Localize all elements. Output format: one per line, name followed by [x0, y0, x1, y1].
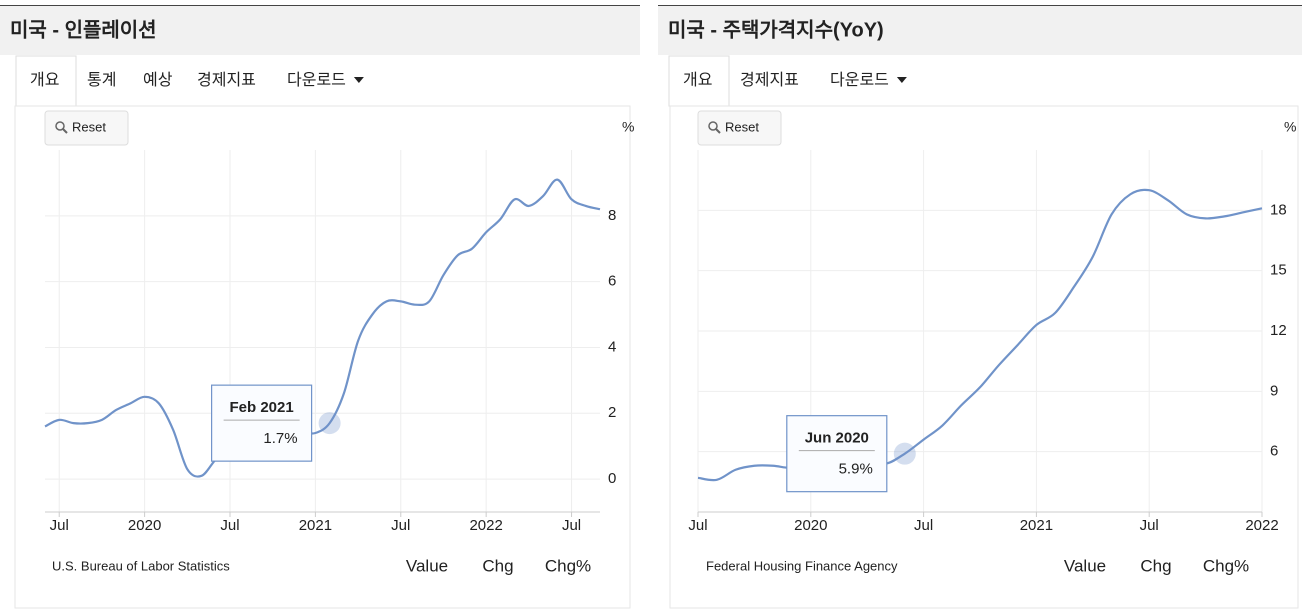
mode-button[interactable]: Value: [406, 556, 448, 575]
dropdown-arrow: [896, 77, 907, 83]
chart-frame: [669, 105, 1299, 609]
x-tick-label: Jul: [50, 517, 69, 534]
reset-label: Reset: [725, 119, 759, 134]
chart-frame: [14, 105, 631, 609]
x-tick-label: 2020: [794, 517, 827, 534]
reset-button[interactable]: Reset: [44, 110, 129, 146]
tab[interactable]: 예상: [143, 71, 173, 89]
y-unit: %: [622, 119, 634, 135]
hover-point: [318, 412, 341, 435]
tooltip-date: Feb 2021: [230, 399, 294, 416]
y-tick-label: 0: [608, 470, 616, 487]
tab[interactable]: 경제지표: [197, 71, 256, 89]
tab[interactable]: 경제지표: [740, 71, 799, 89]
mode-button[interactable]: Chg: [482, 556, 513, 575]
tab[interactable]: 다운로드: [830, 71, 889, 89]
tooltip-box: [786, 415, 888, 493]
magnifier-handle: [62, 128, 68, 134]
magnifier-handle: [715, 128, 721, 134]
magnifier-icon: [708, 121, 718, 131]
x-tick-label: 2022: [1245, 517, 1278, 534]
x-tick-label: 2022: [469, 517, 502, 534]
tab[interactable]: 통계: [87, 71, 116, 89]
y-tick-label: 4: [608, 338, 616, 355]
tab[interactable]: 다운로드: [287, 71, 346, 89]
panel-title: 미국 - 주택가격지수(YoY): [668, 18, 884, 41]
reset-box: [44, 110, 129, 146]
reset-box: [697, 110, 782, 146]
dropdown-arrow: [353, 77, 364, 83]
tooltip-value: 1.7%: [263, 430, 297, 447]
tab-selected: [15, 55, 77, 107]
tab-selected: [668, 55, 730, 107]
x-tick-label: 2021: [1020, 517, 1053, 534]
y-tick-label: 9: [1270, 382, 1278, 399]
panel-title: 미국 - 인플레이션: [10, 18, 157, 41]
y-tick-label: 15: [1270, 262, 1287, 279]
y-tick-label: 6: [1270, 443, 1278, 460]
tab[interactable]: 개요: [683, 71, 712, 89]
x-tick-label: 2020: [128, 517, 161, 534]
header-bar: [0, 5, 640, 55]
mode-button[interactable]: Value: [1064, 556, 1106, 575]
reset-button[interactable]: Reset: [697, 110, 782, 146]
x-tick-label: Jul: [914, 517, 933, 534]
y-tick-label: 2: [608, 404, 616, 421]
tooltip-date: Jun 2020: [805, 430, 869, 447]
hover-point: [893, 442, 916, 465]
tooltip-value: 5.9%: [839, 461, 873, 478]
x-tick-label: Jul: [1140, 517, 1159, 534]
y-tick-label: 6: [608, 273, 616, 290]
x-tick-label: Jul: [220, 517, 239, 534]
x-tick-label: 2021: [299, 517, 332, 534]
mode-button[interactable]: Chg%: [545, 556, 591, 575]
mode-button[interactable]: Chg%: [1203, 556, 1249, 575]
y-unit: %: [1284, 119, 1296, 135]
tooltip-box: [211, 384, 313, 462]
header-bar: [658, 5, 1302, 55]
magnifier-icon: [55, 121, 65, 131]
panel: 미국 - 주택가격지수(YoY) 개요 경제지표 다운로드 Reset % 6 9 12 15 18…: [658, 5, 1302, 609]
tab[interactable]: 개요: [30, 71, 59, 89]
x-tick-label: Jul: [688, 517, 707, 534]
x-tick-label: Jul: [391, 517, 410, 534]
y-tick-label: 18: [1270, 201, 1287, 218]
y-tick-label: 8: [608, 207, 616, 224]
source: Federal Housing Finance Agency: [706, 558, 898, 573]
reset-label: Reset: [72, 119, 106, 134]
source: U.S. Bureau of Labor Statistics: [52, 558, 230, 573]
y-tick-label: 12: [1270, 322, 1287, 339]
data-line: [44, 178, 601, 478]
x-tick-label: Jul: [562, 517, 581, 534]
mode-button[interactable]: Chg: [1140, 556, 1171, 575]
